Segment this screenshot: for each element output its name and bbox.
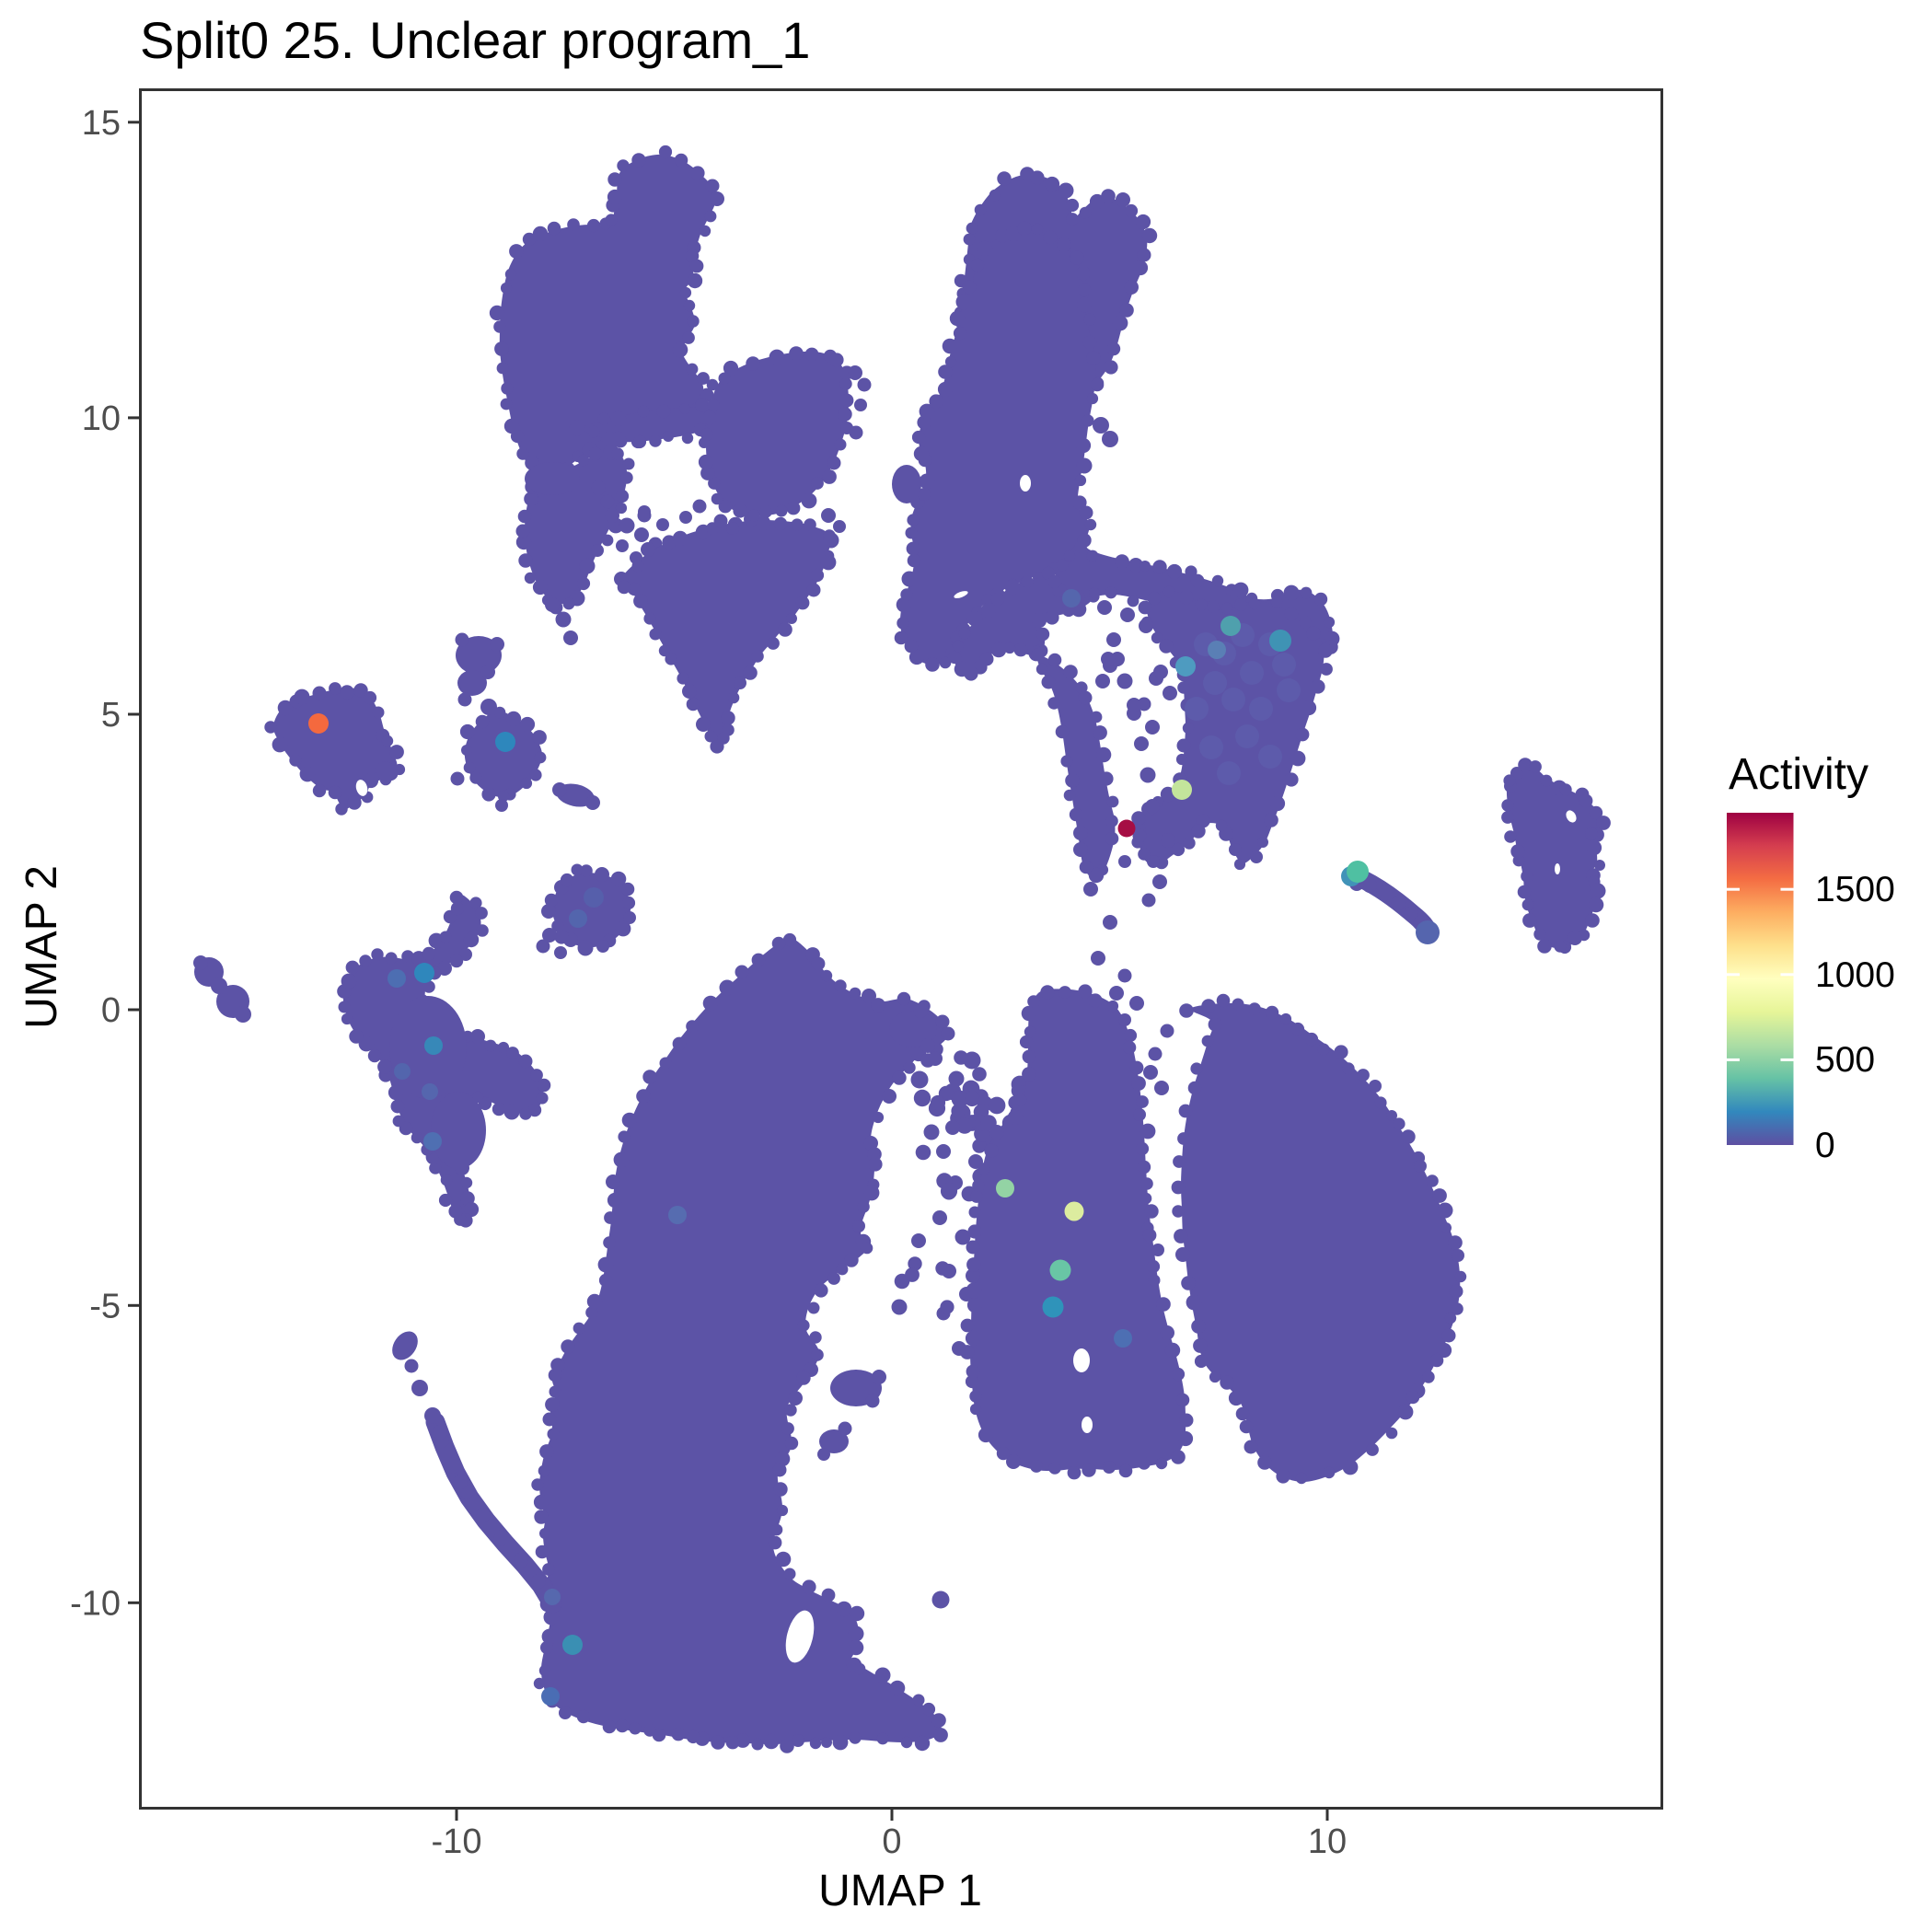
svg-text:10: 10 (1308, 1822, 1347, 1861)
svg-text:-10: -10 (432, 1822, 482, 1861)
svg-text:Split0 25. Unclear program_1: Split0 25. Unclear program_1 (140, 11, 810, 69)
svg-text:-10: -10 (70, 1584, 121, 1623)
svg-text:10: 10 (82, 399, 121, 438)
svg-text:0: 0 (101, 991, 121, 1030)
svg-text:1500: 1500 (1815, 870, 1895, 909)
svg-text:UMAP 2: UMAP 2 (17, 865, 66, 1029)
svg-text:0: 0 (882, 1822, 901, 1861)
svg-text:Activity: Activity (1729, 750, 1868, 799)
svg-text:0: 0 (1815, 1126, 1835, 1165)
svg-text:1000: 1000 (1815, 955, 1895, 995)
svg-text:-5: -5 (89, 1287, 121, 1325)
svg-text:5: 5 (101, 696, 121, 735)
svg-text:UMAP 1: UMAP 1 (818, 1867, 982, 1915)
svg-text:15: 15 (82, 104, 121, 143)
svg-text:500: 500 (1815, 1040, 1875, 1080)
